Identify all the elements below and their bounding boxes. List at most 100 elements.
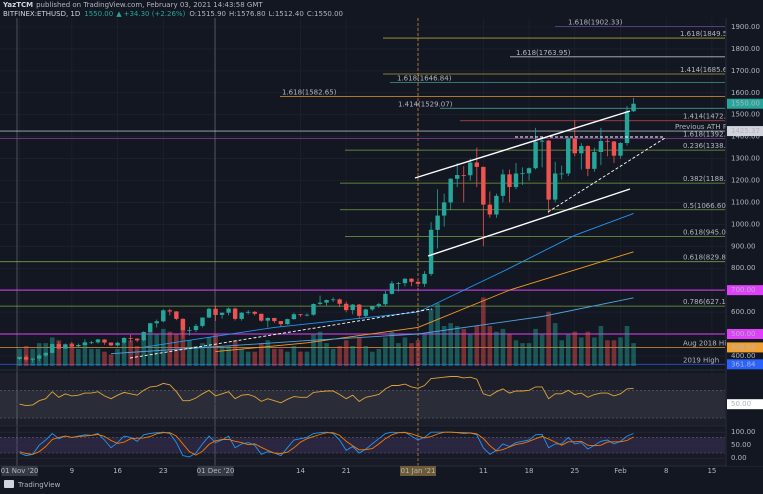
level-label: 1.414(1472.58) <box>683 113 738 121</box>
volume-bar <box>330 348 336 366</box>
volume <box>17 297 636 366</box>
volume-bar <box>213 334 218 366</box>
axis-box <box>727 399 763 410</box>
level-label: 1.618(1392.01) <box>683 130 738 138</box>
x-tick-label: 01 Nov '20 <box>1 467 39 475</box>
volume-bar <box>63 346 68 366</box>
volume-bar <box>206 337 212 366</box>
volume-bar <box>134 346 140 366</box>
candle-body <box>552 173 558 200</box>
candle-body <box>513 173 519 188</box>
axis-box <box>727 359 763 370</box>
candle-body <box>141 332 146 341</box>
volume-bar <box>226 346 231 366</box>
candle-body <box>148 323 153 333</box>
x-tick-box <box>197 466 234 476</box>
candle-body <box>200 317 205 326</box>
candle-body <box>180 318 186 331</box>
candle-body <box>23 356 29 360</box>
moving-average <box>215 251 634 353</box>
axis-box-label: 361.84 <box>731 360 756 368</box>
candle-body <box>95 339 101 343</box>
dashed-support <box>547 137 666 213</box>
axis-box-label: 1425.37 <box>731 127 760 135</box>
level-label: Previous ATH Price <box>675 123 740 131</box>
candle-body <box>533 141 538 169</box>
candle-body <box>376 304 382 307</box>
candle-body <box>128 337 133 339</box>
x-tick-label: 15 <box>707 467 716 475</box>
volume-bar <box>631 343 636 366</box>
volume-bar <box>167 331 173 366</box>
candle-body <box>298 314 303 316</box>
volume-bar <box>467 334 473 366</box>
candle-body <box>63 344 68 349</box>
volume-bar <box>579 337 584 366</box>
volume-bar <box>128 340 133 366</box>
volume-bar <box>252 351 258 366</box>
level-label: 1.618(1849.51) <box>680 30 735 38</box>
candle-body <box>219 312 225 315</box>
volume-bar <box>304 351 310 366</box>
volume-bar <box>95 348 101 366</box>
volume-bar <box>487 326 493 366</box>
candle-body <box>278 321 284 325</box>
y-tick-label: 1200.00 <box>731 177 760 185</box>
volume-bar <box>520 343 525 366</box>
header-line: YazTCM published on TradingView.com, Febr… <box>2 1 263 9</box>
volume-bar <box>193 346 199 366</box>
candle-body <box>468 162 473 176</box>
volume-bar <box>389 331 395 366</box>
candle-body <box>350 304 355 311</box>
candle-body <box>631 103 636 112</box>
candle-body <box>311 303 316 315</box>
candle-body <box>448 178 453 203</box>
y-tick-label: 1000.00 <box>731 220 760 228</box>
volume-bar <box>265 340 271 366</box>
volume-bar <box>56 340 62 366</box>
volume-bar <box>481 297 486 366</box>
y-tick-label: 900.00 <box>731 242 756 250</box>
oscillators <box>0 376 725 459</box>
volume-bar <box>291 346 297 366</box>
volume-bar <box>513 340 519 366</box>
volume-bar <box>585 331 591 366</box>
candle-body <box>239 312 244 319</box>
volume-bar <box>337 346 342 366</box>
candle-body <box>36 355 42 359</box>
volume-bar <box>219 346 225 366</box>
footer-text: TradingView <box>17 481 61 489</box>
price: 1550.00 <box>84 10 113 18</box>
candle-body <box>572 138 577 154</box>
candle-body <box>409 278 414 282</box>
candle-body <box>226 308 231 313</box>
level-label: 1.618(1763.95) <box>516 49 571 57</box>
candle-body <box>435 215 440 230</box>
volume-bar <box>507 334 512 366</box>
level-label: 1.414(1685.62) <box>680 66 735 74</box>
candle-body <box>363 309 368 316</box>
volume-bar <box>533 328 538 366</box>
open: O:1515.90 <box>189 10 226 18</box>
candle-body <box>415 281 421 284</box>
volume-bar <box>82 343 88 366</box>
y-tick-label: 1600.00 <box>731 89 760 97</box>
rsi-line <box>19 376 634 407</box>
candle-body <box>611 141 617 156</box>
volume-bar <box>147 331 153 366</box>
volume-bar <box>435 303 440 366</box>
candle-body <box>285 319 290 325</box>
volume-bar <box>552 323 558 366</box>
candle-body <box>102 339 107 343</box>
low: L:1512.40 <box>269 10 304 18</box>
axis-box <box>727 342 763 353</box>
volume-bar <box>605 340 610 366</box>
x-tick-box <box>1 466 38 476</box>
volume-bar <box>356 337 362 366</box>
volume-bar <box>461 328 467 366</box>
candle-body <box>592 151 597 169</box>
candle-body <box>252 311 257 314</box>
volume-bar <box>180 320 186 366</box>
candle-body <box>324 300 329 303</box>
